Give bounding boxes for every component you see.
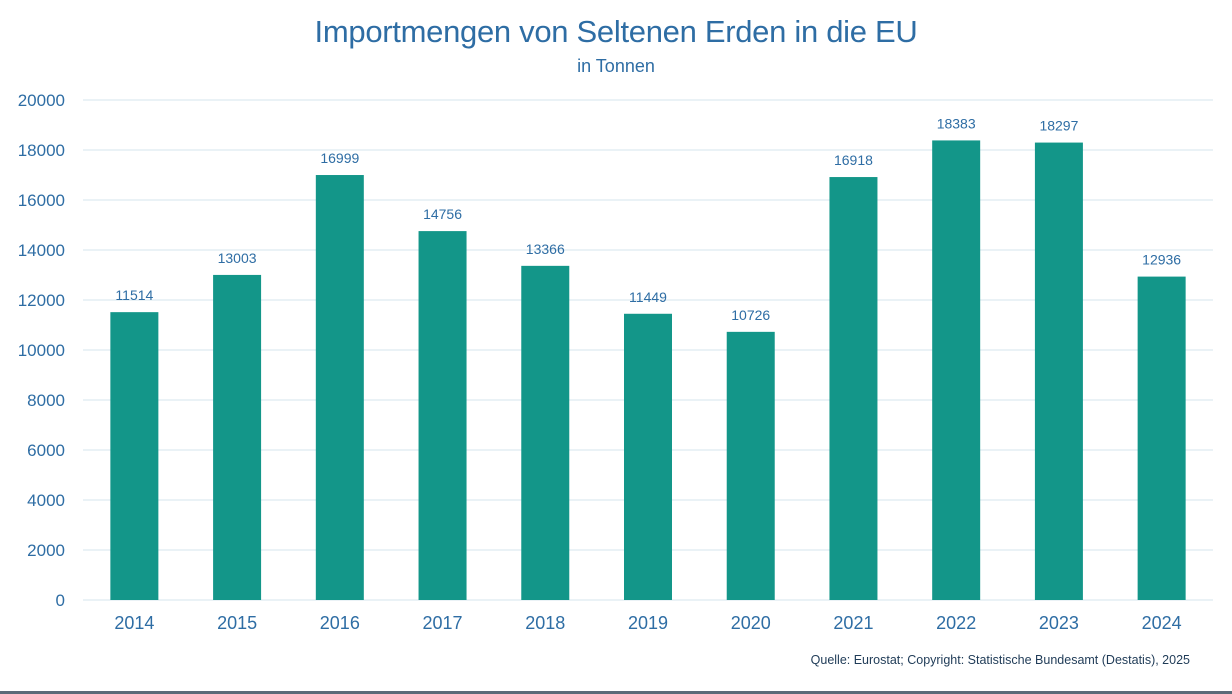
- x-tick-label: 2022: [936, 613, 976, 633]
- y-tick-label: 14000: [18, 241, 65, 260]
- bar-2020: [726, 331, 775, 600]
- chart-subtitle: in Tonnen: [577, 56, 655, 76]
- y-tick-label: 18000: [18, 141, 65, 160]
- data-label: 16918: [834, 152, 873, 168]
- data-label: 11514: [115, 287, 153, 303]
- chart-title: Importmengen von Seltenen Erden in die E…: [314, 14, 918, 49]
- bar-2023: [1034, 142, 1083, 600]
- data-labels: 11514 13003 16999 14756 13366 11449 10726 16918…: [115, 115, 1181, 322]
- bar-2022: [932, 140, 981, 601]
- bar-2014: [110, 312, 159, 600]
- x-tick-label: 2024: [1142, 613, 1182, 633]
- bar-2015: [213, 274, 262, 600]
- data-label: 12936: [1142, 252, 1181, 268]
- data-label: 13003: [218, 250, 257, 266]
- y-tick-label: 2000: [27, 541, 65, 560]
- x-tick-label: 2023: [1039, 613, 1079, 633]
- bar-2016: [315, 175, 364, 600]
- y-tick-label: 6000: [27, 441, 65, 460]
- bar-2021: [829, 177, 878, 601]
- bar-2018: [521, 265, 570, 600]
- x-axis-ticks: 2014 2015 2016 2017 2018 2019 2020 2021 2022 2023…: [114, 613, 1181, 633]
- data-label: 10726: [731, 307, 770, 323]
- y-tick-label: 0: [56, 591, 65, 610]
- data-label: 11449: [629, 289, 667, 305]
- y-tick-label: 8000: [27, 391, 65, 410]
- bar-2024: [1137, 276, 1186, 600]
- data-label: 18297: [1039, 118, 1078, 134]
- y-tick-label: 10000: [18, 341, 65, 360]
- x-tick-label: 2016: [320, 613, 360, 633]
- data-label: 13366: [526, 241, 565, 257]
- x-tick-label: 2021: [833, 613, 873, 633]
- x-tick-label: 2017: [423, 613, 463, 633]
- y-tick-label: 20000: [18, 91, 65, 110]
- y-tick-label: 4000: [27, 491, 65, 510]
- bar-2017: [418, 231, 467, 600]
- x-tick-label: 2019: [628, 613, 668, 633]
- data-label: 18383: [937, 115, 976, 131]
- y-axis-ticks: 0 2000 4000 6000 8000 10000 12000 14000 16000 180…: [18, 91, 65, 610]
- data-label: 14756: [423, 206, 462, 222]
- x-tick-label: 2020: [731, 613, 771, 633]
- y-tick-label: 12000: [18, 291, 65, 310]
- bars: [110, 140, 1186, 601]
- data-label: 16999: [320, 150, 359, 166]
- x-tick-label: 2018: [525, 613, 565, 633]
- bar-2019: [624, 313, 672, 600]
- x-tick-label: 2015: [217, 613, 257, 633]
- x-tick-label: 2014: [114, 613, 154, 633]
- y-tick-label: 16000: [18, 191, 65, 210]
- source-note: Quelle: Eurostat; Copyright: Statistisch…: [810, 653, 1190, 667]
